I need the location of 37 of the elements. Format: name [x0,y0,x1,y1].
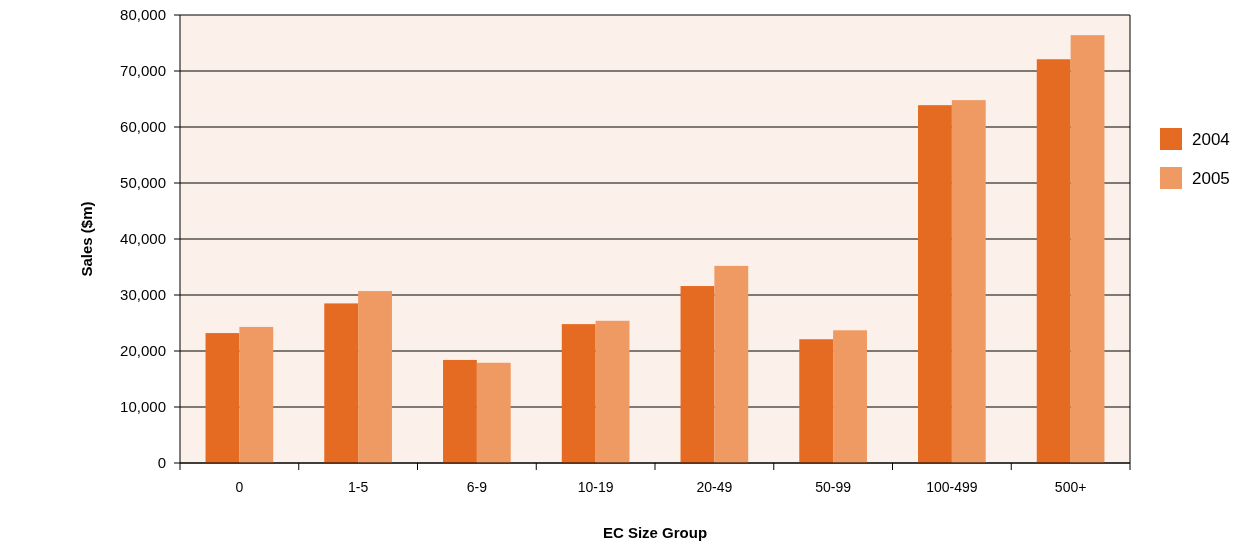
bar [239,326,274,463]
y-tick-label: 10,000 [120,398,166,416]
y-tick-label: 20,000 [120,342,166,360]
y-tick-label: 50,000 [120,174,166,192]
y-axis-title: Sales ($m) [78,201,95,277]
y-tick-label: 40,000 [120,230,166,248]
y-tick-label: 30,000 [120,286,166,304]
bar [951,100,986,463]
x-tick-label: 20-49 [696,479,733,495]
bar [324,303,359,463]
bar [680,286,715,463]
y-tick-label: 70,000 [120,62,166,80]
bar [714,265,749,463]
bar [443,359,477,463]
x-axis-title: EC Size Group [602,524,708,541]
bar [205,333,240,463]
bar [1036,59,1071,463]
x-tick-label: 0 [235,479,244,495]
bar [833,330,867,463]
x-tick-label: 100-499 [926,479,978,495]
legend-label: 2005 [1192,168,1230,188]
legend-label: 2004 [1192,129,1230,149]
x-tick-label: 6-9 [466,479,488,495]
x-tick-label: 1-5 [348,479,369,495]
y-tick-label: 60,000 [120,118,166,136]
bar [561,324,596,463]
x-tick-label: 50-99 [815,479,852,495]
bar [595,320,630,463]
x-tick-label: 500+ [1054,479,1087,495]
bar [476,362,511,463]
y-tick-label: 0 [157,454,166,472]
bar [1070,35,1105,463]
y-tick-label: 80,000 [120,6,166,24]
bar [918,105,952,463]
bar [799,339,834,463]
bar [358,291,392,463]
x-tick-label: 10-19 [577,479,614,495]
